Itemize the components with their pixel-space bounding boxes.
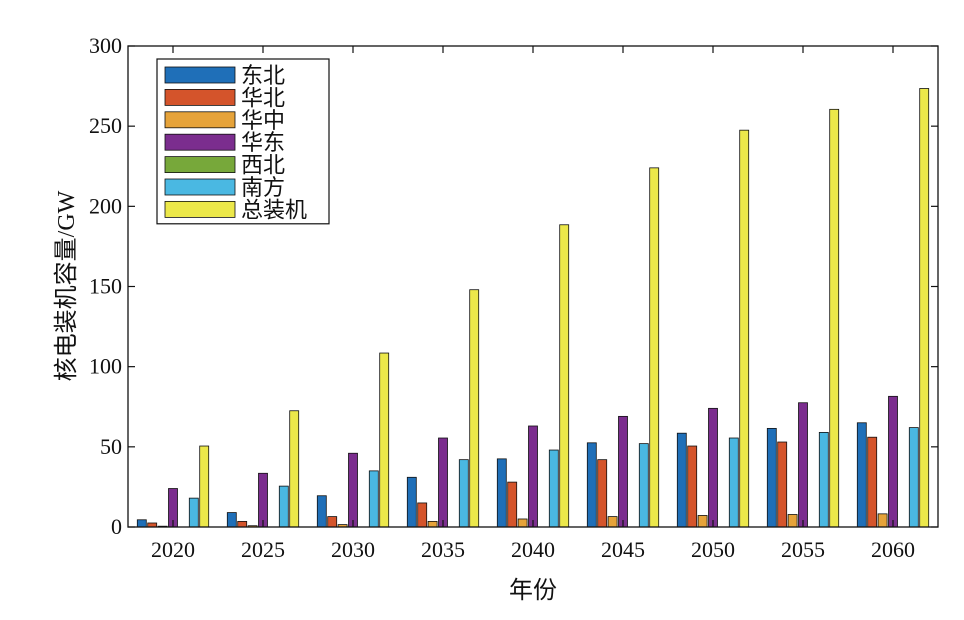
bar-华东-2050 bbox=[708, 407, 718, 528]
y-tick-label-250: 250 bbox=[89, 113, 122, 138]
legend-label-华北: 华北 bbox=[241, 85, 285, 110]
bar-总装机-2025 bbox=[289, 410, 300, 528]
x-tick-label-2055: 2055 bbox=[781, 537, 825, 562]
bar-南方-2025 bbox=[278, 485, 289, 528]
legend-swatch-华中 bbox=[164, 111, 236, 129]
bar-总装机-2060 bbox=[919, 88, 930, 528]
bar-华中-2035 bbox=[427, 520, 438, 528]
bar-南方-2055 bbox=[818, 431, 829, 528]
bar-东北-2060 bbox=[856, 422, 867, 528]
bar-华中-2050 bbox=[697, 515, 708, 528]
bar-东北-2040 bbox=[496, 458, 507, 528]
bar-东北-2050 bbox=[676, 432, 687, 528]
bar-华中-2060 bbox=[877, 513, 888, 528]
bar-南方-2035 bbox=[458, 459, 469, 528]
legend-label-华东: 华东 bbox=[241, 130, 285, 155]
legend-label-华中: 华中 bbox=[241, 108, 285, 133]
y-tick-label-200: 200 bbox=[89, 193, 122, 218]
legend-label-南方: 南方 bbox=[241, 175, 285, 200]
x-tick-label-2030: 2030 bbox=[331, 537, 375, 562]
ticks-layer: 0 50 100 150 200 250 300 2020 2025 2030 2035 2040 20… bbox=[89, 33, 938, 562]
bar-南方-2040 bbox=[548, 449, 559, 528]
bar-南方-2030 bbox=[368, 470, 379, 528]
bar-华北-2040 bbox=[507, 481, 518, 528]
bar-东北-2045 bbox=[586, 442, 597, 528]
bar-华东-2055 bbox=[798, 402, 808, 528]
legend-swatch-总装机 bbox=[164, 200, 236, 218]
x-tick-label-2035: 2035 bbox=[421, 537, 465, 562]
bar-华东-2060 bbox=[888, 395, 898, 528]
legend-label-西北: 西北 bbox=[241, 153, 285, 178]
y-tick-label-150: 150 bbox=[89, 274, 122, 299]
y-tick-label-300: 300 bbox=[89, 33, 122, 58]
bar-华北-2045 bbox=[597, 459, 608, 528]
bar-总装机-2040 bbox=[559, 224, 570, 528]
bar-华北-2030 bbox=[327, 516, 338, 528]
bar-华北-2050 bbox=[687, 445, 698, 528]
bar-华北-2025 bbox=[237, 520, 248, 528]
bar-总装机-2030 bbox=[379, 352, 390, 528]
x-tick-label-2045: 2045 bbox=[601, 537, 645, 562]
bar-华东-2040 bbox=[528, 425, 538, 528]
bar-华中-2055 bbox=[787, 514, 798, 528]
bar-华北-2060 bbox=[867, 436, 878, 528]
bar-华东-2025 bbox=[258, 472, 268, 528]
bar-南方-2020 bbox=[188, 497, 199, 528]
legend-label-总装机: 总装机 bbox=[241, 197, 307, 222]
bar-东北-2020 bbox=[136, 519, 147, 528]
bar-东北-2055 bbox=[766, 427, 777, 528]
x-tick-label-2025: 2025 bbox=[241, 537, 285, 562]
x-axis-title: 年份 bbox=[509, 577, 557, 604]
x-tick-label-2020: 2020 bbox=[151, 537, 195, 562]
bar-华东-2030 bbox=[348, 452, 358, 528]
legend-swatch-西北 bbox=[164, 156, 236, 174]
bar-南方-2045 bbox=[638, 443, 649, 528]
bar-总装机-2035 bbox=[469, 289, 480, 528]
bar-总装机-2020 bbox=[199, 445, 210, 528]
y-tick-label-0: 0 bbox=[111, 514, 122, 539]
bar-华中-2040 bbox=[517, 518, 528, 528]
bar-总装机-2050 bbox=[739, 129, 750, 528]
bar-华东-2035 bbox=[438, 437, 448, 528]
bar-东北-2025 bbox=[226, 512, 237, 528]
bar-华北-2035 bbox=[417, 502, 428, 528]
x-tick-label-2040: 2040 bbox=[511, 537, 555, 562]
x-tick-label-2050: 2050 bbox=[691, 537, 735, 562]
y-axis-title: 核电装机容量/GW bbox=[53, 190, 80, 381]
bar-东北-2030 bbox=[316, 495, 327, 528]
legend-label-东北: 东北 bbox=[241, 63, 285, 88]
legend-swatch-东北 bbox=[164, 66, 236, 84]
bar-华北-2055 bbox=[777, 441, 788, 528]
x-tick-label-2060: 2060 bbox=[871, 537, 915, 562]
bar-总装机-2045 bbox=[649, 167, 660, 528]
legend-swatch-华东 bbox=[164, 133, 236, 151]
bar-华东-2045 bbox=[618, 415, 628, 528]
legend-swatch-南方 bbox=[164, 178, 236, 196]
bar-总装机-2055 bbox=[829, 108, 840, 528]
bar-南方-2050 bbox=[728, 437, 739, 528]
bar-东北-2035 bbox=[406, 476, 417, 528]
y-tick-label-50: 50 bbox=[100, 434, 122, 459]
bars-layer bbox=[136, 88, 930, 528]
bar-华中-2045 bbox=[607, 516, 618, 528]
y-tick-label-100: 100 bbox=[89, 354, 122, 379]
legend-swatch-华北 bbox=[164, 89, 236, 106]
bar-南方-2060 bbox=[908, 427, 919, 528]
